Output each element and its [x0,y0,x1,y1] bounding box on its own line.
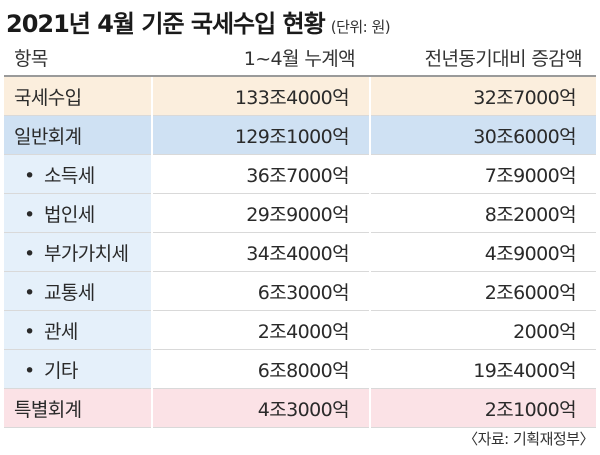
table-title: 2021년 4월 기준 국세수입 현황 [6,10,326,38]
bullet-icon: • [24,242,35,265]
table-row: 일반회계 129조1000억 30조6000억 [4,115,596,155]
row-item: • 부가가치세 [4,232,152,272]
row-item-label: 부가가치세 [44,242,129,265]
row-cumulative: 34조4000억 [151,232,370,272]
row-item-label: 소득세 [44,164,95,187]
tax-revenue-table: 항목 1~4월 누계액 전년동기대비 증감액 국세수입 133조4000억 32… [4,39,596,428]
unit-label: (단위: 원) [330,18,391,36]
header-row: 항목 1~4월 누계액 전년동기대비 증감액 [4,39,596,77]
row-item: 특별회계 [4,388,152,428]
row-cumulative: 29조9000억 [151,193,370,233]
row-item: • 소득세 [4,154,152,194]
row-cumulative: 6조8000억 [151,349,370,389]
row-yoy: 4조9000억 [369,232,596,272]
row-yoy: 2000억 [369,310,596,350]
row-item: 국세수입 [4,76,152,116]
bullet-icon: • [24,281,35,304]
row-yoy: 2조1000억 [369,388,596,428]
bullet-icon: • [24,359,35,382]
row-cumulative: 2조4000억 [151,310,370,350]
row-yoy: 32조7000억 [369,76,596,116]
row-item: • 기타 [4,349,152,389]
bullet-icon: • [24,320,35,343]
header-cumulative: 1~4월 누계액 [151,39,370,77]
table-row: 국세수입 133조4000억 32조7000억 [4,76,596,116]
row-item-label: 법인세 [44,203,95,226]
row-cumulative: 129조1000억 [151,115,370,155]
row-yoy: 8조2000억 [369,193,596,233]
table-row: • 부가가치세 34조4000억 4조9000억 [4,232,596,272]
header-item: 항목 [4,39,152,77]
table-row: • 기타 6조8000억 19조4000억 [4,349,596,389]
row-item: • 법인세 [4,193,152,233]
row-yoy: 19조4000억 [369,349,596,389]
row-yoy: 7조9000억 [369,154,596,194]
table-row: • 교통세 6조3000억 2조6000억 [4,271,596,311]
row-yoy: 2조6000억 [369,271,596,311]
row-cumulative: 6조3000억 [151,271,370,311]
row-item-label: 관세 [44,320,78,343]
table-row: 특별회계 4조3000억 2조1000억 [4,388,596,428]
table-row: • 소득세 36조7000억 7조9000억 [4,154,596,194]
row-item-label: 기타 [44,359,78,382]
row-cumulative: 36조7000억 [151,154,370,194]
header-yoy: 전년동기대비 증감액 [369,39,596,77]
row-yoy: 30조6000억 [369,115,596,155]
row-cumulative: 133조4000억 [151,76,370,116]
bullet-icon: • [24,203,35,226]
row-item: • 교통세 [4,271,152,311]
bullet-icon: • [24,164,35,187]
source-note: 〈자료: 기획재정부〉 [463,430,594,448]
row-cumulative: 4조3000억 [151,388,370,428]
row-item: 일반회계 [4,115,152,155]
title-row: 2021년 4월 기준 국세수입 현황 (단위: 원) [6,4,391,38]
table-row: • 법인세 29조9000억 8조2000억 [4,193,596,233]
row-item-label: 교통세 [44,281,95,304]
table-row: • 관세 2조4000억 2000억 [4,310,596,350]
row-item: • 관세 [4,310,152,350]
